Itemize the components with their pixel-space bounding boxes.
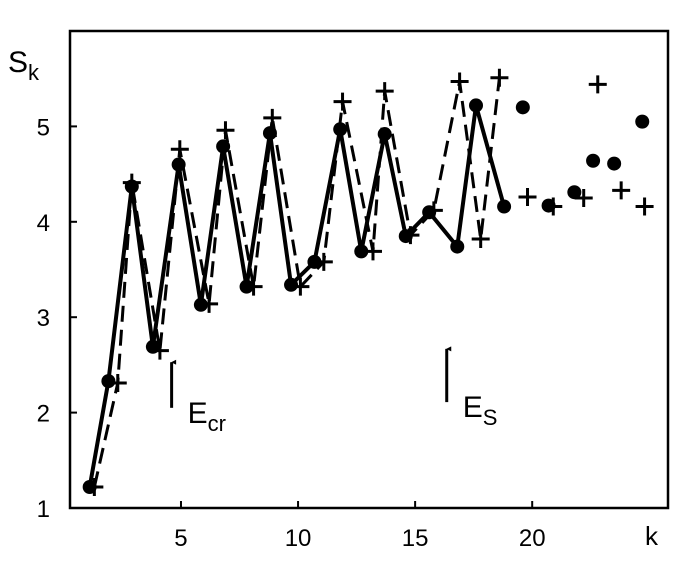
plus-marker [314,252,333,271]
circle-marker [635,114,650,129]
annotation-main: E [463,391,483,424]
y-label-main: S [8,46,28,79]
circle-marker [354,244,369,259]
y-tick-label: 5 [37,114,50,141]
plus-marker [401,226,420,245]
y-tick-label: 4 [37,210,50,237]
plus-marker [635,197,654,216]
plus-marker [471,229,490,248]
circle-marker [607,156,622,171]
plus-marker [612,181,631,200]
plus-marker [122,173,141,192]
annotation-sub: S [483,405,498,430]
plus-marker [424,201,443,220]
plus-marker [588,75,607,94]
y-tick-label: 2 [37,401,50,428]
circle-marker [450,239,465,254]
plus-marker [291,277,310,296]
plus-marker [518,187,537,206]
y-tick-label: 1 [37,496,50,523]
plus-marker [333,92,352,111]
plot-frame [68,29,670,510]
plus-marker [490,68,509,87]
x-axis-label: k [645,521,659,551]
y-label-sub: k [28,60,40,85]
annotation: ES [463,391,498,430]
circle-marker [586,153,601,168]
annotation-sub: cr [208,411,226,436]
circle-marker [101,374,116,389]
plus-marker [108,374,127,393]
annotation-main: E [188,397,208,430]
plus-marker [363,242,382,261]
circle-marker [284,277,299,292]
y-tick-label: 3 [37,305,50,332]
circle-marker [497,199,512,214]
circle-marker [307,254,322,269]
x-tick-label: 20 [519,525,546,552]
plus-marker [574,188,593,207]
plus-marker [200,294,219,313]
plus-marker [85,478,104,497]
plus-marker [375,82,394,101]
circle-marker [333,122,348,137]
plus-marker [150,341,169,360]
circle-marker [567,185,582,200]
plus-marker [263,108,282,127]
plus-marker [450,72,469,91]
x-tick-label: 5 [174,525,187,552]
plus-marker [170,140,189,159]
plus-marker [244,277,263,296]
x-tick-label: 10 [285,525,312,552]
circle-marker [515,100,530,115]
x-tick-label: 15 [402,525,429,552]
circle-marker [469,98,484,113]
plus-marker [216,121,235,140]
plus-marker [544,197,563,216]
y-axis-label: Sk [8,46,40,85]
annotation: Ecr [188,397,226,436]
